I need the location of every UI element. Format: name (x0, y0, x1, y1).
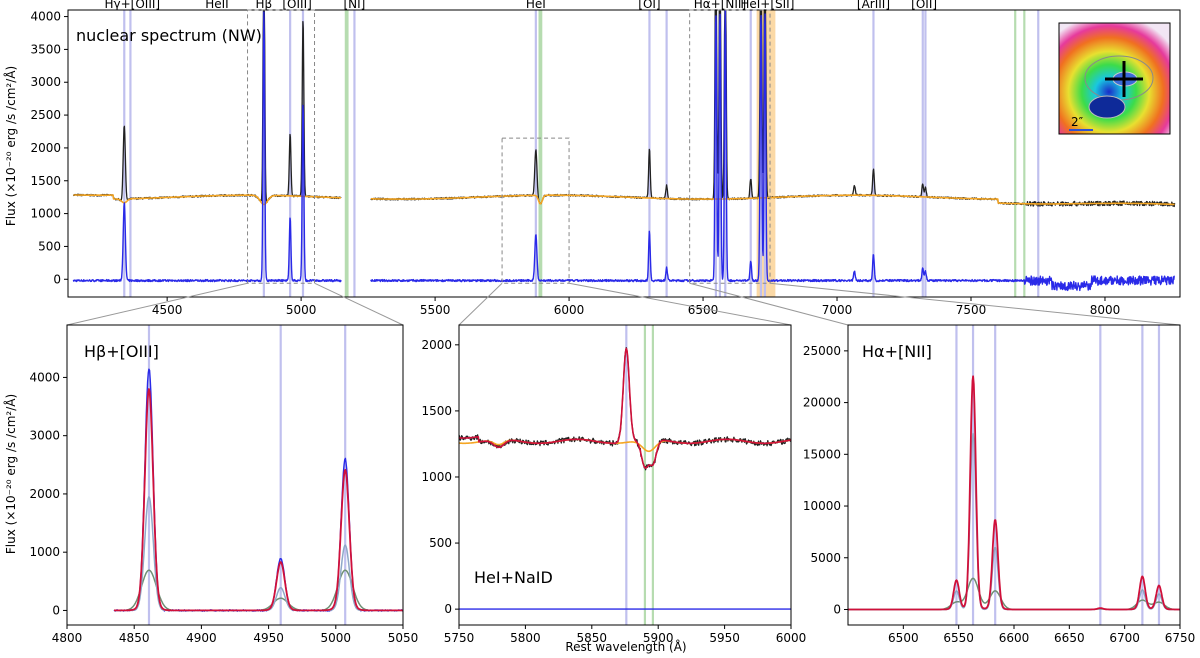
x-tick-label: 6550 (943, 631, 974, 645)
x-tick-label: 5000 (321, 631, 352, 645)
x-tick-label: 4900 (186, 631, 217, 645)
top-panel-title: nuclear spectrum (NW) (76, 26, 262, 45)
inset-scale-label: 2″ (1071, 115, 1084, 129)
line-id-label: [ArIII] (857, 0, 890, 11)
y-tick-label: 4000 (29, 370, 60, 384)
emission-residual-1 (370, 9, 1175, 292)
x-tick-label: 6600 (999, 631, 1030, 645)
x-tick-label: 7000 (822, 303, 853, 317)
hei-panel-title: HeI+NaID (474, 568, 553, 587)
line-id-label: [OIII] (282, 0, 311, 11)
y-tick-label: 1500 (421, 404, 452, 418)
plot-frame (847, 324, 1181, 626)
line-id-label: [NI] (343, 0, 365, 11)
line-id-label: [OI] (638, 0, 660, 11)
plot-frame (67, 9, 1181, 298)
x-tick-label: 7500 (956, 303, 987, 317)
continuum-fit-1 (370, 194, 1175, 206)
line-id-label: [OII] (911, 0, 937, 11)
hbeta-panel-title: Hβ+[OIII] (84, 342, 159, 361)
zoom-connector (66, 282, 248, 326)
plot-frame (66, 324, 404, 626)
line-id-label: Hβ (256, 0, 273, 11)
background-bands (123, 10, 1161, 625)
y-tick-label: 20000 (803, 396, 841, 410)
y-tick-label: 1500 (30, 174, 61, 188)
continuum-fit-0 (73, 194, 342, 206)
y-tick-label: 1000 (421, 470, 452, 484)
y-tick-label: 500 (429, 536, 452, 550)
y-axis-label-top: Flux (×10⁻²⁰ erg /s /cm²/Å) (3, 66, 18, 226)
x-tick-label: 6650 (1054, 631, 1085, 645)
x-tick-label: 8000 (1090, 303, 1121, 317)
x-tick-label: 5000 (286, 303, 317, 317)
emission-residual-0 (72, 11, 342, 283)
zoom-box (501, 137, 570, 284)
x-tick-label: 6750 (1165, 631, 1196, 645)
line-id-label: HeI+[SII] (740, 0, 794, 11)
x-tick-label: 6700 (1109, 631, 1140, 645)
x-tick-label: 5500 (420, 303, 451, 317)
y-tick-label: 2000 (421, 338, 452, 352)
y-tick-label: 500 (38, 239, 61, 253)
zoom-box (247, 9, 316, 284)
x-tick-label: 6000 (776, 631, 807, 645)
inset-image (1058, 22, 1171, 135)
x-tick-label: 5850 (577, 631, 608, 645)
narrow-component (113, 496, 403, 612)
x-tick-label: 6500 (888, 631, 919, 645)
y-tick-label: 0 (444, 602, 452, 616)
x-tick-label: 5900 (643, 631, 674, 645)
x-tick-label: 4850 (119, 631, 150, 645)
broad-component (847, 577, 1181, 611)
x-tick-label: 5950 (709, 631, 740, 645)
y-tick-label: 15000 (803, 447, 841, 461)
line-id-label: HeI (526, 0, 546, 11)
y-tick-label: 10000 (803, 499, 841, 513)
zoom-connector (769, 282, 1181, 326)
total-model (847, 375, 1181, 611)
y-axis-label-bottom: Flux (×10⁻²⁰ erg /s /cm²/Å) (3, 394, 18, 554)
x-tick-label: 5800 (510, 631, 541, 645)
y-tick-label: 0 (833, 602, 841, 616)
line-id-label: Hα+[NII] (694, 0, 746, 11)
plot-frame (458, 324, 792, 626)
y-tick-label: 4000 (30, 10, 61, 24)
zoom-connector (314, 282, 404, 326)
x-tick-label: 5750 (444, 631, 475, 645)
spectrum-curves (72, 9, 1181, 612)
x-axis-label: Rest wavelength (Å) (565, 639, 686, 654)
x-tick-label: 5050 (388, 631, 419, 645)
zoom-connector (568, 282, 792, 326)
y-tick-label: 5000 (810, 551, 841, 565)
y-tick-label: 0 (53, 272, 61, 286)
halpha-panel-title: Hα+[NII] (862, 342, 932, 361)
total-model (113, 388, 404, 612)
x-tick-label: 6000 (554, 303, 585, 317)
inset-nucleus-se (1088, 95, 1126, 119)
x-tick-label: 4500 (152, 303, 183, 317)
y-tick-label: 2000 (29, 487, 60, 501)
y-tick-label: 2000 (30, 141, 61, 155)
line-id-label: HeII (205, 0, 228, 11)
total-model-hei (458, 347, 792, 469)
y-tick-label: 25000 (803, 344, 841, 358)
y-tick-label: 3000 (29, 429, 60, 443)
narrow-component (847, 432, 1181, 611)
axes: 4500 5000 5500 6000 6500 7000 7500 800005001000… (29, 0, 1195, 645)
zoom-box (689, 9, 771, 284)
zoom-connector (458, 282, 503, 326)
y-tick-label: 1000 (29, 545, 60, 559)
y-tick-label: 0 (52, 603, 60, 617)
zoom-connector (689, 282, 849, 326)
x-tick-label: 4800 (52, 631, 83, 645)
y-tick-label: 1000 (30, 207, 61, 221)
y-tick-label: 2500 (30, 108, 61, 122)
x-tick-label: 4950 (253, 631, 284, 645)
y-tick-label: 3500 (30, 42, 61, 56)
line-id-label: Hγ+[OIII] (105, 0, 161, 11)
y-tick-label: 3000 (30, 75, 61, 89)
